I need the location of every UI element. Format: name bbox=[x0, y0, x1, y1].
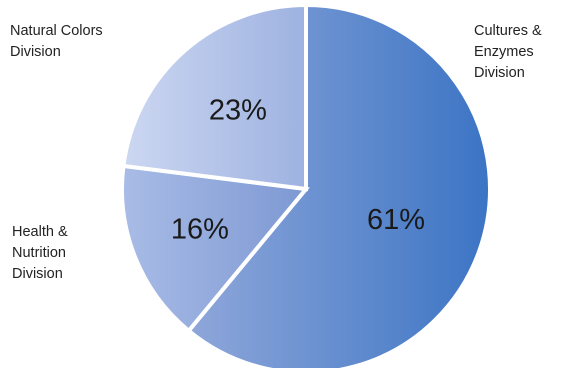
pie-slice-natural-colors bbox=[121, 2, 308, 192]
slice-value-label-cultures-enzymes: 61% bbox=[367, 204, 425, 236]
slice-value-label-health-nutrition: 16% bbox=[171, 214, 229, 246]
pie-slice-health-nutrition bbox=[120, 163, 310, 334]
slice-category-label-cultures-enzymes: Cultures & Enzymes Division bbox=[474, 23, 542, 81]
slice-value-label-natural-colors: 23% bbox=[209, 94, 267, 126]
slice-category-label-health-nutrition: Health & Nutrition Division bbox=[12, 224, 68, 282]
slice-category-label-natural-colors: Natural Colors Division bbox=[10, 23, 103, 60]
